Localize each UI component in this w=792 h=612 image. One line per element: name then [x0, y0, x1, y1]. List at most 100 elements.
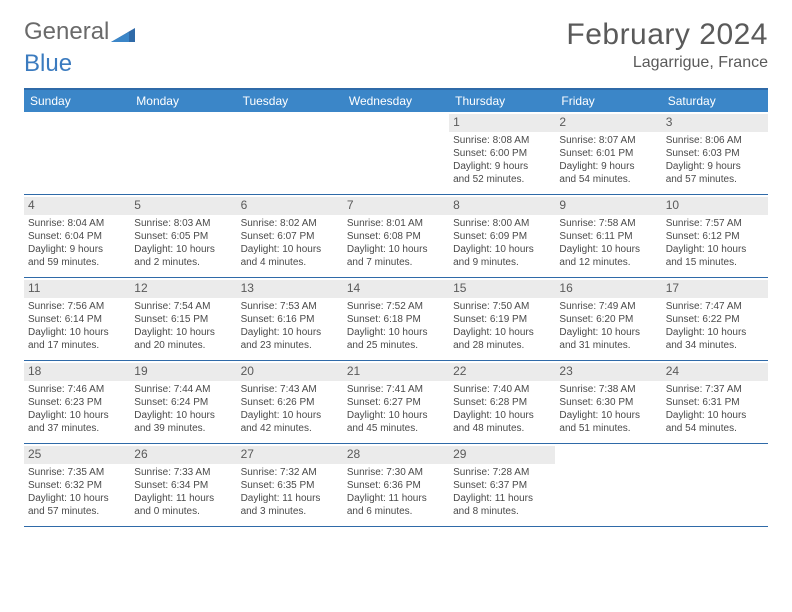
day-cell: 15Sunrise: 7:50 AMSunset: 6:19 PMDayligh…: [449, 278, 555, 360]
day-number: 21: [347, 364, 360, 378]
day-sr: Sunrise: 8:08 AM: [453, 134, 551, 147]
day-number: 7: [347, 198, 354, 212]
day-sr: Sunrise: 7:46 AM: [28, 383, 126, 396]
day-d2: and 17 minutes.: [28, 339, 126, 352]
day-sr: Sunrise: 7:49 AM: [559, 300, 657, 313]
day-d1: Daylight: 11 hours: [134, 492, 232, 505]
day-ss: Sunset: 6:24 PM: [134, 396, 232, 409]
day-ss: Sunset: 6:28 PM: [453, 396, 551, 409]
day-cell: 26Sunrise: 7:33 AMSunset: 6:34 PMDayligh…: [130, 444, 236, 526]
weeks-container: 1 Sunrise: 8:08 AMSunset: 6:00 PM Daylight…: [24, 112, 768, 527]
day-d2: and 51 minutes.: [559, 422, 657, 435]
day-cell: 20Sunrise: 7:43 AMSunset: 6:26 PMDayligh…: [237, 361, 343, 443]
day-cell: [555, 444, 661, 526]
dow-sunday: Sunday: [24, 90, 130, 112]
dow-friday: Friday: [555, 90, 661, 112]
day-ss: Sunset: 6:36 PM: [347, 479, 445, 492]
day-cell: 2Sunrise: 8:07 AMSunset: 6:01 PMDaylight…: [555, 112, 661, 194]
day-number-row: 22: [449, 363, 555, 381]
day-number: 25: [28, 447, 41, 461]
day-cell: 16Sunrise: 7:49 AMSunset: 6:20 PMDayligh…: [555, 278, 661, 360]
day-ss: Sunset: 6:31 PM: [666, 396, 764, 409]
day-sr: Sunrise: 7:44 AM: [134, 383, 232, 396]
day-cell: 13Sunrise: 7:53 AMSunset: 6:16 PMDayligh…: [237, 278, 343, 360]
day-d1: Daylight: 11 hours: [347, 492, 445, 505]
day-d1: Daylight: 10 hours: [241, 409, 339, 422]
day-d2: and 20 minutes.: [134, 339, 232, 352]
day-d2: and 28 minutes.: [453, 339, 551, 352]
day-sr: Sunrise: 7:52 AM: [347, 300, 445, 313]
calendar-grid: Sunday Monday Tuesday Wednesday Thursday…: [24, 88, 768, 527]
day-number-row: 1: [449, 114, 555, 132]
day-ss: Sunset: 6:22 PM: [666, 313, 764, 326]
day-d2: and 59 minutes.: [28, 256, 126, 269]
day-sr: Sunrise: 7:43 AM: [241, 383, 339, 396]
day-number: 12: [134, 281, 147, 295]
day-ss: Sunset: 6:05 PM: [134, 230, 232, 243]
day-cell: 11Sunrise: 7:56 AMSunset: 6:14 PMDayligh…: [24, 278, 130, 360]
day-number-row: 7: [343, 197, 449, 215]
day-number: 5: [134, 198, 141, 212]
day-d2: and 34 minutes.: [666, 339, 764, 352]
day-ss: Sunset: 6:08 PM: [347, 230, 445, 243]
day-number-row: 8: [449, 197, 555, 215]
day-sr: Sunrise: 8:06 AM: [666, 134, 764, 147]
day-cell: 8Sunrise: 8:00 AMSunset: 6:09 PMDaylight…: [449, 195, 555, 277]
day-ss: Sunset: 6:03 PM: [666, 147, 764, 160]
day-sr: Sunrise: 7:53 AM: [241, 300, 339, 313]
day-d2: and 54 minutes.: [666, 422, 764, 435]
day-d2: and 12 minutes.: [559, 256, 657, 269]
day-cell: 19Sunrise: 7:44 AMSunset: 6:24 PMDayligh…: [130, 361, 236, 443]
day-number: 13: [241, 281, 254, 295]
day-ss: Sunset: 6:01 PM: [559, 147, 657, 160]
day-cell: 12Sunrise: 7:54 AMSunset: 6:15 PMDayligh…: [130, 278, 236, 360]
day-sr: Sunrise: 8:07 AM: [559, 134, 657, 147]
day-cell: [662, 444, 768, 526]
week-row: 1Sunrise: 8:08 AMSunset: 6:00 PMDaylight…: [24, 112, 768, 195]
day-cell: 17Sunrise: 7:47 AMSunset: 6:22 PMDayligh…: [662, 278, 768, 360]
brand-word-2: Blue: [24, 50, 72, 78]
dow-tuesday: Tuesday: [237, 90, 343, 112]
day-cell: 10Sunrise: 7:57 AMSunset: 6:12 PMDayligh…: [662, 195, 768, 277]
day-d2: and 39 minutes.: [134, 422, 232, 435]
day-ss: Sunset: 6:04 PM: [28, 230, 126, 243]
day-d1: Daylight: 10 hours: [347, 326, 445, 339]
day-number: 4: [28, 198, 35, 212]
day-ss: Sunset: 6:12 PM: [666, 230, 764, 243]
day-d1: Daylight: 10 hours: [28, 326, 126, 339]
day-sr: Sunrise: 7:40 AM: [453, 383, 551, 396]
day-number-row: 23: [555, 363, 661, 381]
week-row: 18Sunrise: 7:46 AMSunset: 6:23 PMDayligh…: [24, 361, 768, 444]
day-cell: 1Sunrise: 8:08 AMSunset: 6:00 PMDaylight…: [449, 112, 555, 194]
day-number: 9: [559, 198, 566, 212]
day-d2: and 45 minutes.: [347, 422, 445, 435]
day-sr: Sunrise: 8:02 AM: [241, 217, 339, 230]
day-number: 11: [28, 281, 40, 295]
day-number-row: 21: [343, 363, 449, 381]
day-sr: Sunrise: 7:28 AM: [453, 466, 551, 479]
day-d2: and 15 minutes.: [666, 256, 764, 269]
day-d2: and 52 minutes.: [453, 173, 551, 186]
day-ss: Sunset: 6:23 PM: [28, 396, 126, 409]
day-d2: and 2 minutes.: [134, 256, 232, 269]
day-d2: and 7 minutes.: [347, 256, 445, 269]
day-ss: Sunset: 6:00 PM: [453, 147, 551, 160]
day-d2: and 4 minutes.: [241, 256, 339, 269]
day-number-row: 12: [130, 280, 236, 298]
day-sr: Sunrise: 8:01 AM: [347, 217, 445, 230]
day-d1: Daylight: 10 hours: [666, 409, 764, 422]
day-number-row: 24: [662, 363, 768, 381]
day-number: 27: [241, 447, 254, 461]
day-d1: Daylight: 11 hours: [453, 492, 551, 505]
day-d2: and 23 minutes.: [241, 339, 339, 352]
day-number-row: 19: [130, 363, 236, 381]
day-d1: Daylight: 10 hours: [559, 243, 657, 256]
day-number-row: 13: [237, 280, 343, 298]
day-number-row: 16: [555, 280, 661, 298]
brand-triangle-icon: [111, 23, 137, 41]
day-ss: Sunset: 6:20 PM: [559, 313, 657, 326]
day-d2: and 37 minutes.: [28, 422, 126, 435]
day-d1: Daylight: 10 hours: [28, 409, 126, 422]
day-d1: Daylight: 10 hours: [28, 492, 126, 505]
day-ss: Sunset: 6:30 PM: [559, 396, 657, 409]
